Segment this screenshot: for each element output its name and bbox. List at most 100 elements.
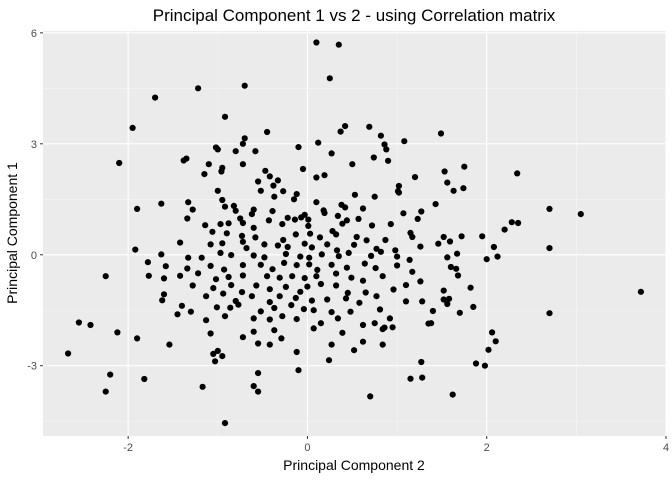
data-point [472,360,480,367]
data-point [308,244,315,251]
data-point [437,130,445,137]
data-point [271,304,278,312]
data-point [339,220,346,227]
data-point [381,141,388,148]
data-point [514,170,521,177]
data-point [289,273,296,280]
y-axis-title: Principal Component 1 [4,162,20,304]
data-point [400,210,407,217]
data-point [288,302,295,309]
data-point [444,300,451,308]
data-point [310,325,317,332]
data-point [306,261,313,268]
data-point [406,256,413,263]
data-point [252,234,259,241]
data-point [328,309,335,316]
data-point [235,301,242,308]
data-point [266,173,273,180]
data-point [315,139,322,146]
data-point [313,199,320,206]
data-point [310,307,317,314]
data-point [334,212,341,219]
data-point [454,250,461,257]
y-tick-label: -3 [27,361,37,373]
data-point [253,282,260,289]
data-point [75,319,82,326]
data-point [264,273,271,280]
data-point [368,222,376,229]
data-point [114,329,121,336]
data-point [218,168,225,175]
data-point [334,315,341,322]
data-point [379,341,386,348]
data-point [456,309,463,316]
data-point [292,294,299,302]
data-point [304,283,311,290]
data-point [187,308,194,315]
data-point [282,250,289,258]
data-point [166,341,173,348]
data-point [248,293,255,300]
data-point [276,293,283,300]
data-point [276,274,283,281]
data-point [201,171,208,178]
data-point [174,311,181,318]
data-point [271,193,278,200]
data-point [367,393,374,400]
data-point [220,290,227,297]
x-axis-ticks: -2 0 2 4 [123,436,669,454]
data-point [221,313,229,320]
data-point [387,221,394,228]
data-point [377,132,384,139]
data-point [152,94,159,101]
data-point [102,388,109,395]
data-point [255,388,262,395]
data-point [379,273,386,280]
data-point [366,123,373,130]
data-point [291,216,298,223]
data-point [335,253,342,260]
data-point [145,272,152,279]
data-point [359,277,367,284]
data-point [238,232,246,239]
data-point [361,260,368,267]
data-point [212,358,219,365]
data-point [279,221,286,228]
data-point [239,262,246,269]
data-point [213,304,220,311]
data-point [280,188,287,195]
data-point [293,316,300,323]
data-point [243,245,250,252]
y-tick-label: 6 [31,28,37,40]
data-point [389,324,396,331]
data-point [266,316,273,323]
data-point [278,335,285,342]
data-point [394,262,401,269]
data-point [293,191,300,198]
data-point [454,272,462,279]
data-point [185,254,192,261]
data-point [269,266,276,273]
data-point [383,146,390,153]
data-point [241,82,248,89]
data-point [239,219,246,227]
data-point [382,236,389,244]
data-point [356,299,363,306]
y-tick-label: 3 [31,139,37,151]
data-point [372,265,379,272]
data-point [262,167,269,174]
data-point [355,215,362,222]
data-point [257,261,264,268]
data-point [385,157,392,164]
data-point [189,206,196,213]
data-point [284,214,291,221]
data-point [159,297,166,304]
data-point [335,41,342,48]
data-point [227,304,234,311]
data-point [301,275,308,282]
data-point [250,224,257,231]
data-point [414,215,421,222]
data-point [333,270,340,277]
minor-gridlines [43,31,666,436]
x-axis-title: Principal Component 2 [283,457,425,473]
